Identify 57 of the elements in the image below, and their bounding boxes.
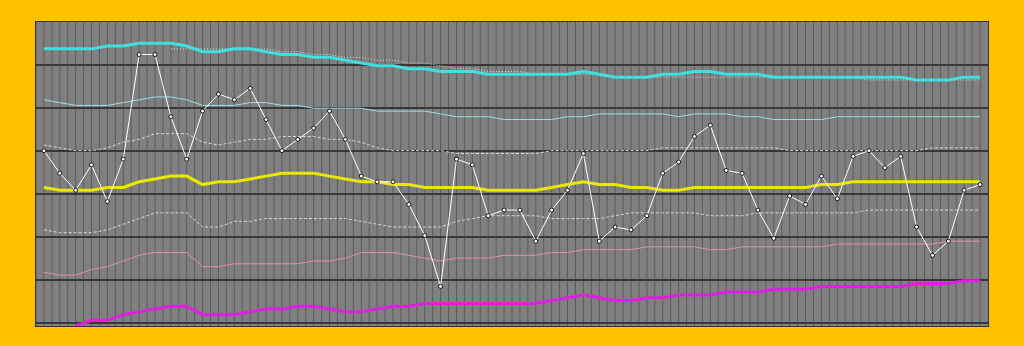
point bbox=[501, 207, 507, 213]
point bbox=[485, 213, 491, 219]
point bbox=[311, 125, 317, 131]
point bbox=[89, 162, 95, 168]
point bbox=[422, 233, 428, 239]
point bbox=[469, 162, 475, 168]
point bbox=[866, 148, 872, 154]
point bbox=[453, 156, 459, 162]
point bbox=[961, 187, 967, 193]
point bbox=[628, 227, 634, 233]
point bbox=[660, 170, 666, 176]
point bbox=[739, 170, 745, 176]
point bbox=[580, 151, 586, 156]
point bbox=[390, 179, 396, 185]
point bbox=[406, 201, 412, 207]
point bbox=[803, 201, 809, 207]
point bbox=[787, 193, 793, 199]
point bbox=[152, 52, 158, 58]
point bbox=[184, 156, 190, 162]
point bbox=[612, 224, 618, 230]
point bbox=[263, 117, 269, 123]
point bbox=[707, 122, 713, 128]
point bbox=[358, 173, 364, 179]
point bbox=[834, 196, 840, 202]
point bbox=[438, 283, 444, 289]
point bbox=[929, 252, 935, 258]
point bbox=[914, 224, 920, 230]
point bbox=[200, 108, 206, 114]
point bbox=[327, 108, 333, 114]
point bbox=[517, 207, 523, 213]
point bbox=[818, 173, 824, 179]
point bbox=[41, 148, 47, 154]
point bbox=[755, 207, 761, 213]
point bbox=[168, 114, 174, 120]
point bbox=[104, 199, 110, 205]
point bbox=[533, 238, 539, 244]
point bbox=[644, 213, 650, 219]
point bbox=[295, 136, 301, 142]
point bbox=[215, 91, 221, 97]
point bbox=[565, 187, 571, 193]
point bbox=[342, 136, 348, 142]
point bbox=[549, 207, 555, 213]
point bbox=[247, 85, 253, 91]
point bbox=[120, 156, 126, 162]
point bbox=[977, 182, 983, 188]
point bbox=[676, 159, 682, 165]
point bbox=[596, 238, 602, 244]
point bbox=[136, 52, 142, 58]
point bbox=[691, 134, 697, 140]
point bbox=[279, 148, 285, 154]
point bbox=[57, 170, 63, 176]
point bbox=[771, 235, 777, 241]
point bbox=[231, 97, 237, 103]
point bbox=[850, 153, 856, 159]
point bbox=[882, 165, 888, 171]
point bbox=[723, 167, 729, 173]
point bbox=[898, 153, 904, 159]
